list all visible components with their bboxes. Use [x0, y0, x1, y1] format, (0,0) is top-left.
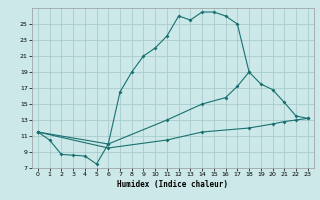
- X-axis label: Humidex (Indice chaleur): Humidex (Indice chaleur): [117, 180, 228, 189]
